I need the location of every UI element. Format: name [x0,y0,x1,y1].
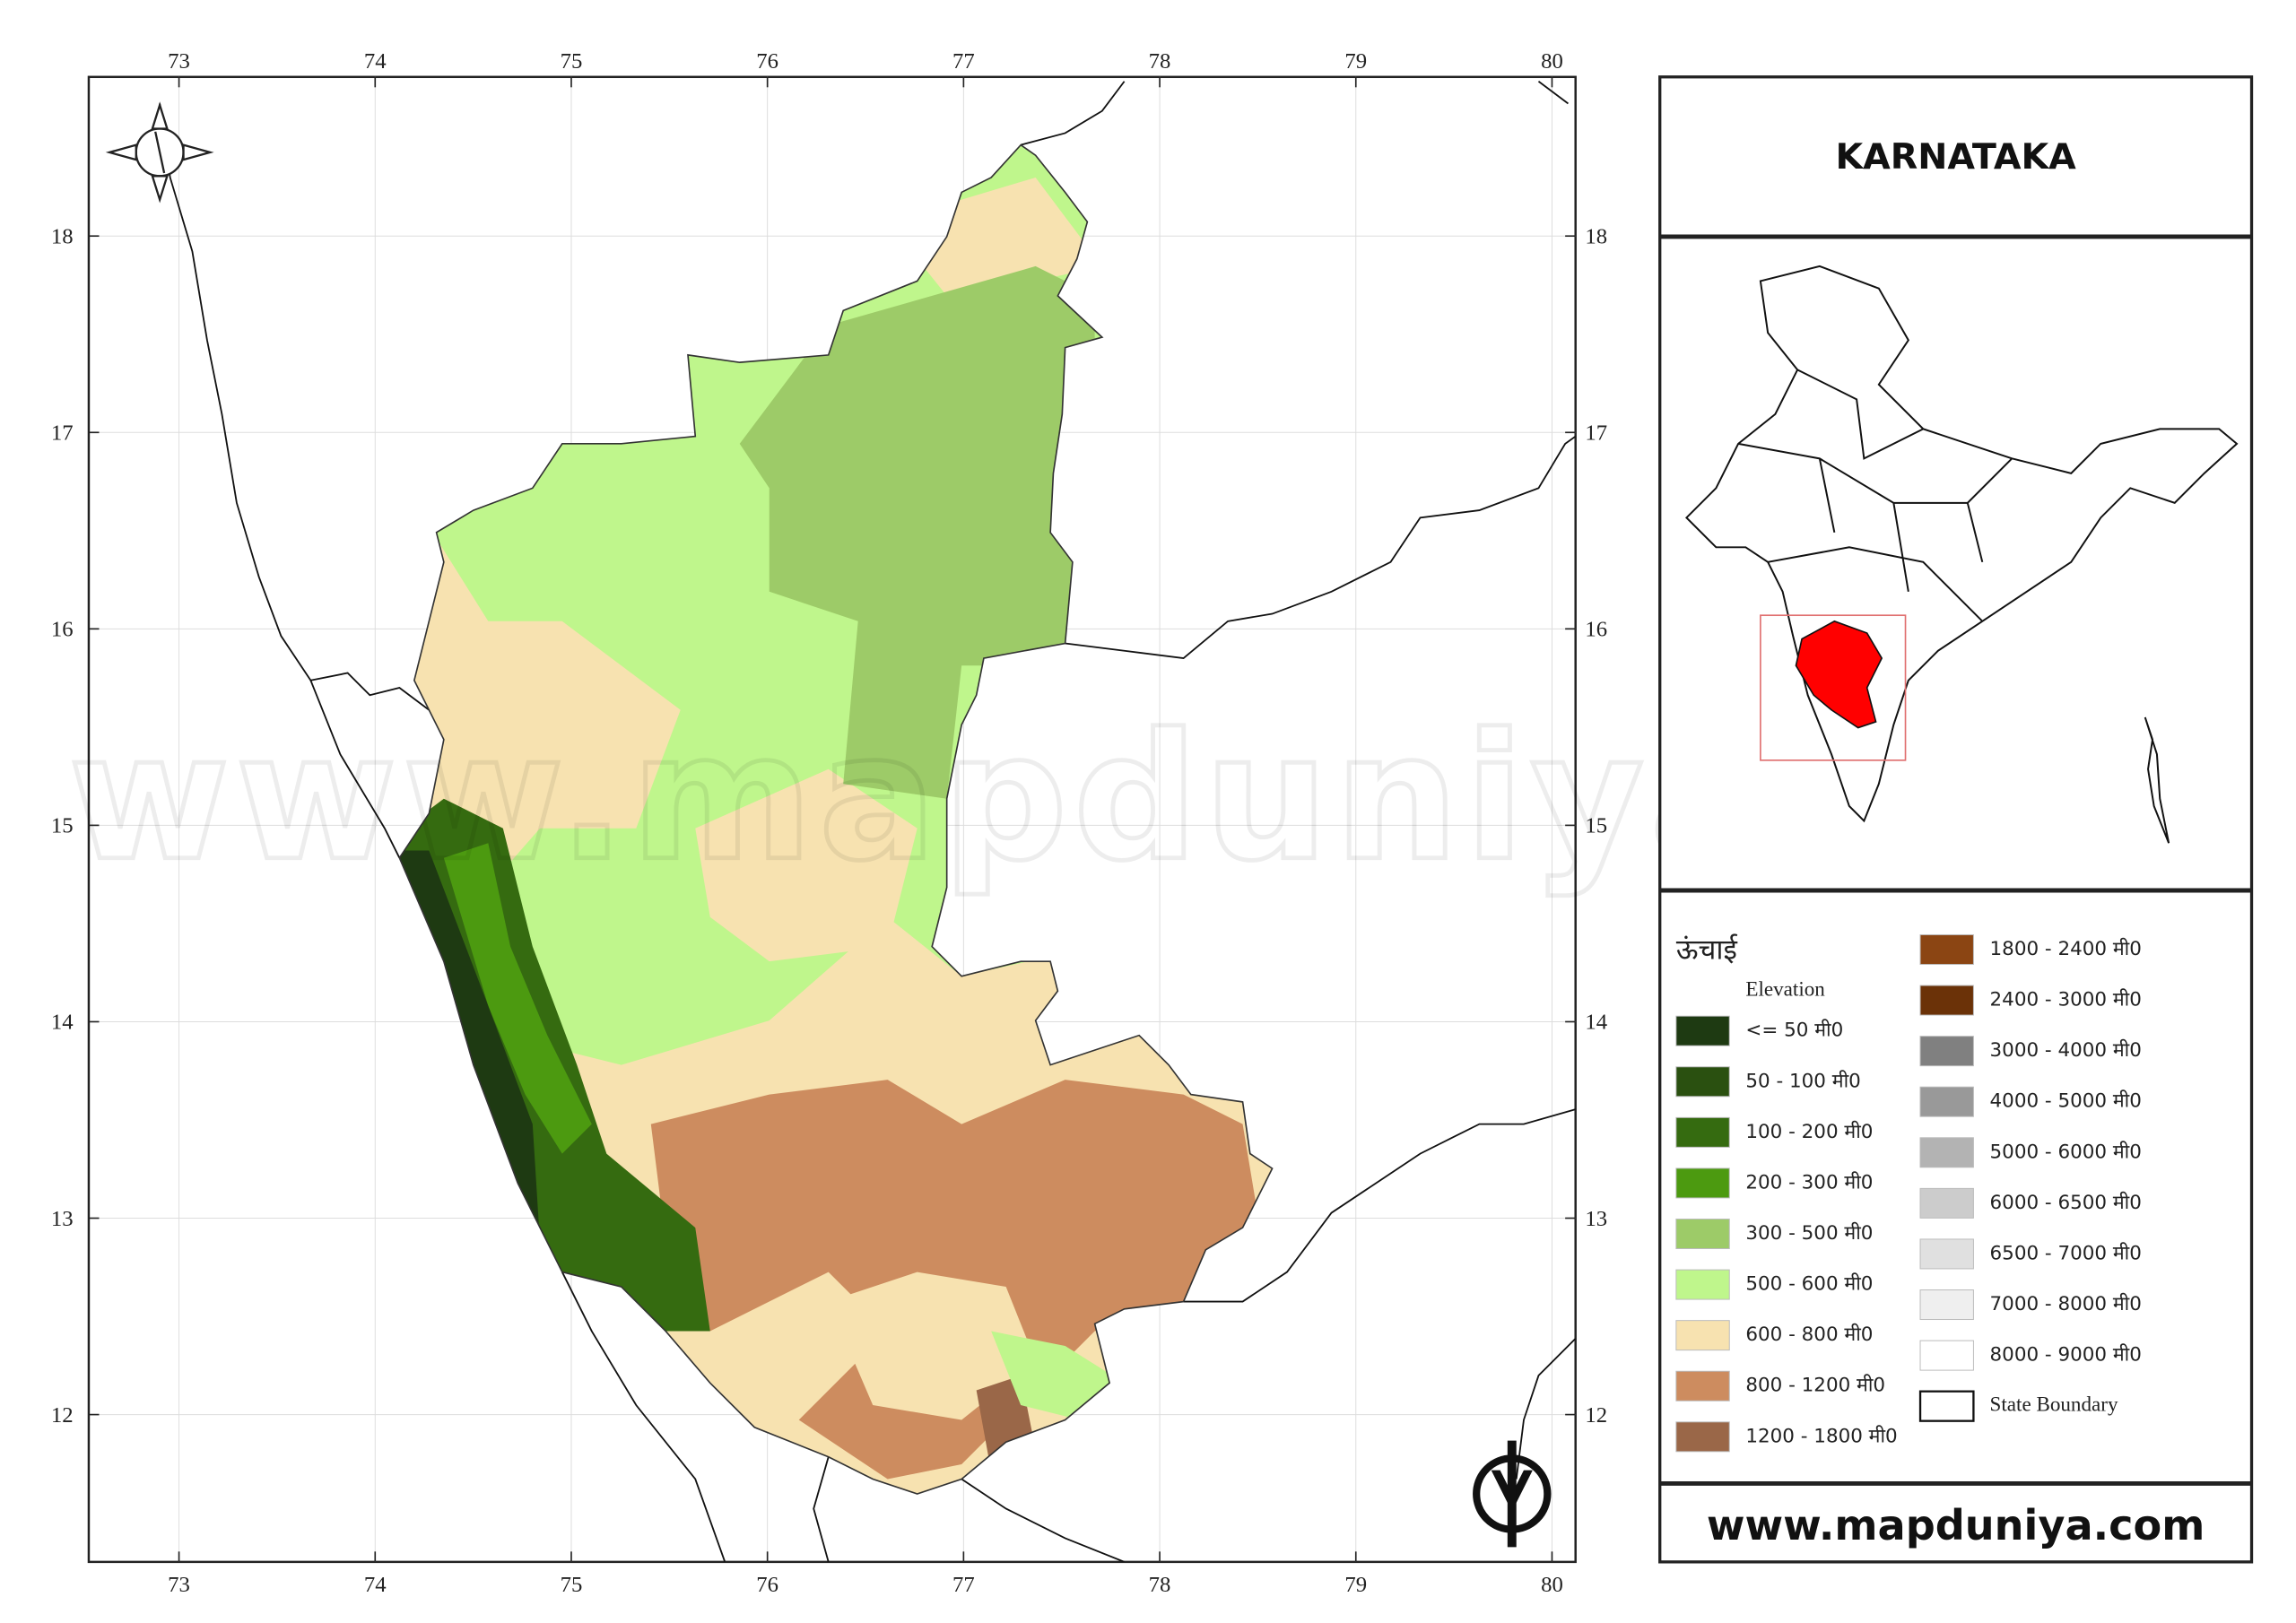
y-tick-label: 12 [1585,1403,1607,1428]
x-tick-label: 75 [561,49,583,74]
y-tick-label: 17 [1585,421,1607,446]
axes: 73 73 74 74 75 75 76 76 77 77 78 78 79 79 80 80 12 12 13 13… [51,49,1607,1597]
boundary-line [961,1478,1125,1562]
boundary-line [813,1456,830,1562]
legend-label: 600 - 800 मी0 [1745,1323,1873,1346]
legend-swatch [1675,1116,1730,1148]
legend-swatch [1675,1370,1730,1402]
legend-label: 8000 - 9000 मी0 [1990,1343,2142,1367]
legend-label: 7000 - 8000 मी0 [1990,1292,2142,1315]
legend-label: 4000 - 5000 मी0 [1990,1089,2142,1113]
x-tick-label: 76 [756,49,778,74]
legend-label: 5000 - 6000 मी0 [1990,1140,2142,1163]
zone-600-800 [695,768,918,962]
boundary-line [1183,1108,1576,1303]
y-tick-label: 15 [1585,814,1607,838]
legend-swatch [1675,1015,1730,1046]
x-tick-label: 80 [1541,1573,1563,1597]
zone-200-300 [443,843,592,1154]
legend-label: State Boundary [1990,1392,2118,1415]
x-tick-label: 78 [1149,49,1171,74]
y-tick-label: 13 [1585,1207,1607,1231]
y-tick-label: 18 [51,224,74,248]
x-tick-label: 76 [756,1573,778,1597]
website: www.mapduniya.com [1707,1501,2205,1549]
x-tick-label: 79 [1344,49,1367,74]
y-tick-label: 13 [51,1207,74,1231]
legend-label: 1800 - 2400 मी0 [1990,937,2142,960]
y-tick-label: 17 [51,421,74,446]
legend-label: 100 - 200 मी0 [1745,1120,1873,1143]
legend-swatch [1919,1289,1974,1321]
y-tick-label: 16 [1585,618,1607,642]
legend-swatch [1919,1238,1974,1270]
y-tick-label: 12 [51,1403,74,1428]
karnataka-inset [1795,620,1883,729]
y-tick-label: 15 [51,814,74,838]
legend-label: <= 50 मी0 [1745,1019,1843,1042]
legend-swatch [1918,1390,1975,1422]
neighbour-boundaries [159,81,1576,1562]
legend-swatch [1919,1187,1974,1219]
legend-swatch [1919,1137,1974,1168]
x-tick-label: 74 [364,1573,387,1597]
legend-label: 800 - 1200 मी0 [1745,1374,1885,1397]
legend-label: 50 - 100 मी0 [1745,1069,1860,1092]
islands [2144,716,2170,844]
legend-swatch [1675,1167,1730,1199]
legend-label: 1200 - 1800 मी0 [1745,1424,1897,1447]
legend-swatch [1675,1421,1730,1453]
zone-600-800 [413,621,681,829]
x-tick-label: 80 [1541,49,1563,74]
y-tick-label: 16 [51,618,74,642]
boundary-line [1065,435,1576,659]
x-tick-label: 75 [561,1573,583,1597]
inset-highlight-box [1760,614,1907,761]
x-tick-label: 79 [1344,1573,1367,1597]
logo [1473,1440,1552,1548]
legend-label: 2400 - 3000 मी0 [1990,988,2142,1011]
legend-label: 3000 - 4000 मी0 [1990,1038,2142,1062]
coastline [561,1271,726,1562]
legend-swatch [1919,985,1974,1016]
legend-swatch [1919,933,1974,965]
zone-600-800 [828,1271,1036,1420]
y-tick-label: 14 [51,1011,74,1035]
coastline [309,680,401,859]
x-tick-label: 73 [168,1573,190,1597]
x-tick-label: 73 [168,49,190,74]
x-tick-label: 77 [952,1573,975,1597]
legend-subtitle: Elevation [1745,976,1825,1000]
legend-title: ऊंचाई [1676,933,1738,967]
x-tick-label: 74 [364,49,387,74]
legend-swatch [1675,1269,1730,1300]
legend-swatch [1919,1340,1974,1371]
y-tick-label: 18 [1585,224,1607,248]
legend-swatch [1919,1036,1974,1067]
y-tick-label: 14 [1585,1011,1607,1035]
legend-swatch [1919,1086,1974,1117]
legend-label: 6500 - 7000 मी0 [1990,1241,2142,1264]
coastline [1515,1338,1576,1480]
boundary-line [1020,81,1126,146]
x-tick-label: 78 [1149,1573,1171,1597]
legend-label: 500 - 600 मी0 [1745,1272,1873,1296]
legend-swatch [1675,1320,1730,1351]
boundary-line [1537,81,1569,105]
map-title: KARNATAKA [1835,136,2076,178]
legend-label: 300 - 500 मी0 [1745,1221,1873,1245]
legend-label: 200 - 300 मी0 [1745,1170,1873,1193]
legend: <= 50 मी0 50 - 100 मी0 100 - 200 मी0 200 - … [1675,933,2142,1453]
legend-label: 6000 - 6500 मी0 [1990,1191,2142,1214]
boundary-line [159,103,430,711]
x-tick-label: 77 [952,49,975,74]
india-state-lines [1737,369,2013,622]
legend-swatch [1675,1066,1730,1098]
north-arrow [105,101,214,204]
legend-swatch [1675,1219,1730,1249]
